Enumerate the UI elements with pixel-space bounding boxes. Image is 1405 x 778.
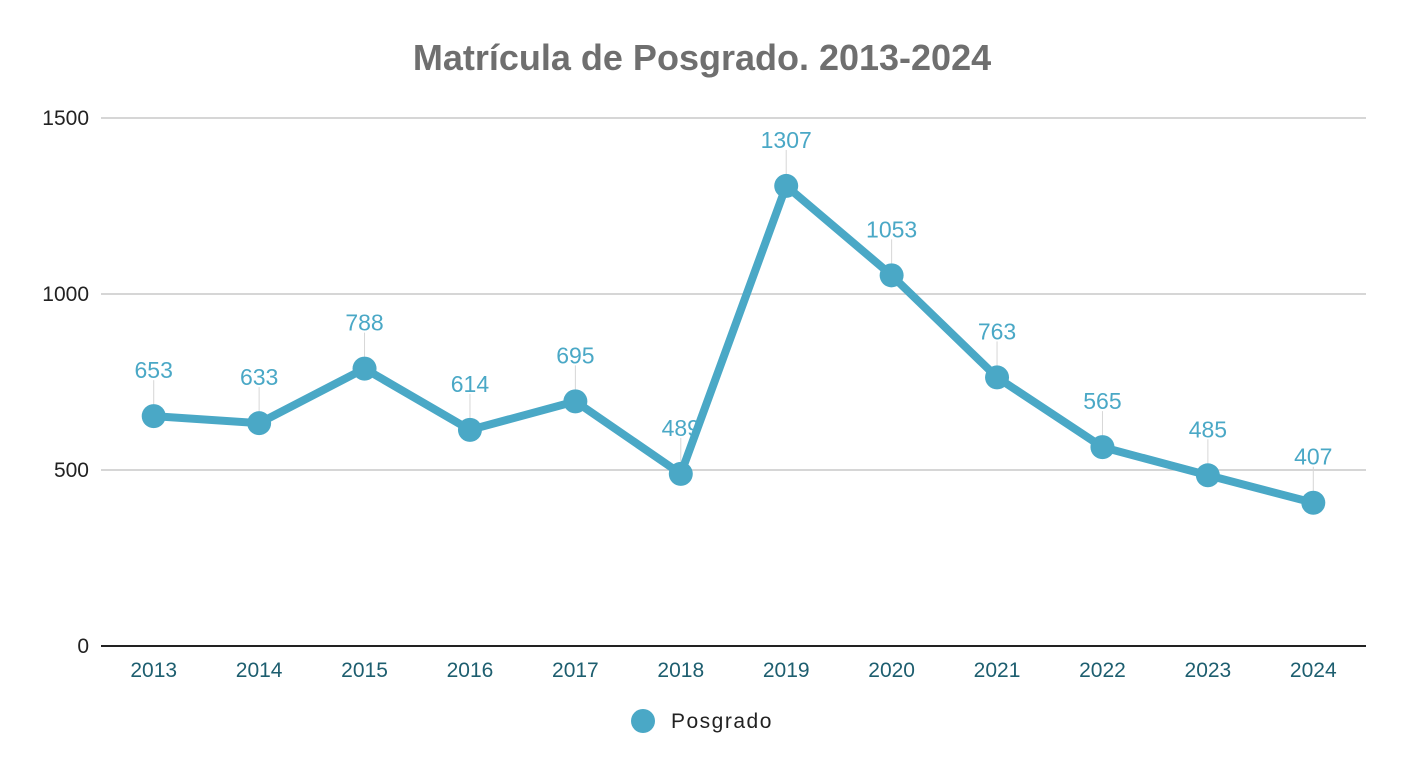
legend-label: Posgrado [671, 710, 773, 733]
data-label: 407 [1294, 444, 1332, 470]
x-axis: 2013 2014 2015 2016 2017 2018 2019 2020 2021 2022… [101, 645, 1366, 682]
data-point [1090, 435, 1115, 460]
data-label: 485 [1189, 416, 1227, 442]
data-point [879, 263, 904, 288]
y-tick-label: 1500 [42, 107, 89, 130]
x-tick-label: 2017 [552, 659, 599, 682]
data-labels: 653 633 788 614 695 489 1307 1053 763 565 485 407 [135, 127, 1333, 470]
legend-marker [631, 709, 655, 733]
data-point [457, 417, 482, 442]
x-tick-label: 2018 [657, 659, 704, 682]
chart-title: Matrícula de Posgrado. 2013-2024 [413, 37, 991, 78]
data-label-leaders [153, 149, 1314, 491]
data-point [352, 356, 377, 381]
data-label: 788 [345, 310, 383, 336]
data-point [141, 404, 166, 429]
data-point [774, 173, 799, 198]
data-label: 1307 [761, 127, 812, 153]
data-point [985, 365, 1010, 390]
x-tick-label: 2014 [236, 659, 283, 682]
x-tick-label: 2024 [1290, 659, 1337, 682]
x-tick-label: 2013 [130, 659, 177, 682]
x-tick-label: 2021 [974, 659, 1021, 682]
y-tick-label: 500 [54, 459, 89, 482]
data-label: 489 [662, 415, 700, 441]
data-point [563, 389, 588, 414]
data-label: 653 [135, 357, 173, 383]
data-label: 1053 [866, 216, 917, 242]
data-label: 614 [451, 371, 490, 397]
data-point [1301, 490, 1326, 515]
x-tick-label: 2022 [1079, 659, 1126, 682]
x-tick-label: 2015 [341, 659, 388, 682]
data-point [1195, 463, 1220, 488]
data-label: 565 [1083, 388, 1121, 414]
series-lines [149, 181, 1318, 507]
y-axis: 0 500 1000 1500 [42, 107, 89, 658]
data-label: 633 [240, 364, 278, 390]
y-tick-label: 0 [77, 635, 89, 658]
x-tick-label: 2016 [447, 659, 494, 682]
data-points [141, 173, 1326, 515]
data-label: 763 [978, 318, 1016, 344]
data-point [247, 411, 272, 436]
gridlines [101, 117, 1366, 471]
x-tick-label: 2019 [763, 659, 810, 682]
legend: Posgrado [631, 709, 773, 733]
series-line [149, 181, 1318, 507]
data-point [668, 461, 693, 486]
x-tick-label: 2023 [1185, 659, 1232, 682]
x-tick-label: 2020 [868, 659, 915, 682]
y-tick-label: 1000 [42, 283, 89, 306]
data-label: 695 [556, 342, 594, 368]
